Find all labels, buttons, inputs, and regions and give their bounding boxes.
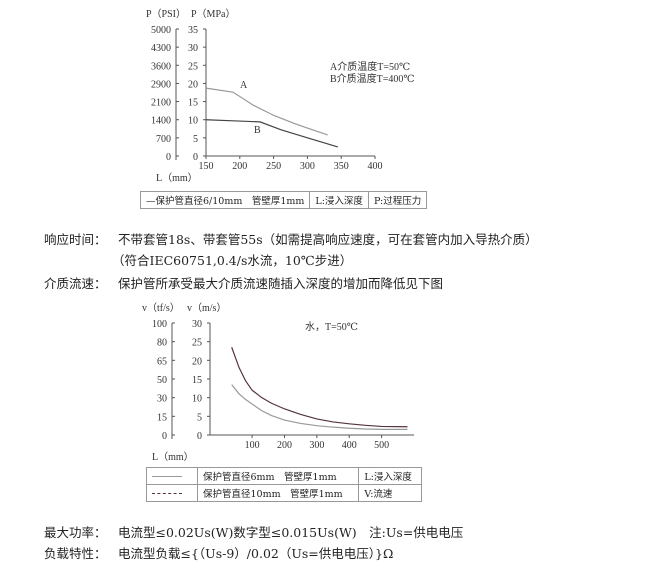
response-label: 响应时间： [44,232,107,247]
y-left-axis-title: P（PSI） [146,8,186,20]
y-left-tick-label: 30 [157,394,167,405]
x-axis-title: L（mm） [156,172,198,184]
y-axis-title: v（m/s） [187,302,226,314]
series-line [205,119,338,148]
flow-value: 保护管所承受最大介质流速随插入深度的增加而降低见下图 [118,276,444,291]
y-tick-label: 15 [188,98,198,109]
series-label-a: A [240,80,248,91]
y-axis-title: P（MPa） [191,8,235,20]
y-left-tick-label: 0 [162,431,167,442]
y-left-tick-label: 5000 [151,25,171,36]
legend-item: L:浸入深度 [309,191,369,209]
y-left-tick-label: 15 [157,412,167,423]
x-tick-label: 200 [232,161,247,172]
y-tick-label: 35 [188,25,198,36]
response-note: （符合IEC60751,0.4/s水流，10℃步进） [112,253,353,268]
legend-item: V:流速 [358,484,422,502]
power-value: 电流型≤0.02Us(W)数字型≤0.015Us(W) 注:Us=供电电压 [118,525,464,540]
y-tick-label: 20 [188,79,198,90]
response-value: 不带套管18s、带套管55s（如需提高响应速度，可在套管内加入导热介质） [118,232,538,247]
flow-label: 介质流速： [44,276,107,291]
x-tick-label: 100 [245,440,260,451]
y-tick-label: 25 [188,61,198,72]
y-left-tick-label: 50 [157,375,167,386]
x-tick-label: 150 [199,161,214,172]
flow-legend: 保护管直径6mm 管壁厚1mm L:浸入深度 保护管直径10mm 管壁厚1mm V:… [146,467,422,502]
y-left-tick-label: 1400 [151,116,171,127]
x-tick-label: 250 [266,161,281,172]
load-value: 电流型负载≤{（Us-9）/0.02（Us=供电电压）}Ω [118,546,394,561]
y-left-tick-label: 4300 [151,43,171,54]
pressure-chart: 150 200 250 300 350 400 0 0 5 700 10 1400 15 2100 20 29… [146,8,415,184]
legend-item: 保护管直径6mm 管壁厚1mm [196,467,360,485]
y-left-axis-title: v（tf/s） [142,302,180,314]
y-left-tick-label: 0 [166,152,171,163]
pressure-legend: —保护管直径6/10mm 管壁厚1mm L:浸入深度 P:过程压力 [139,191,428,209]
y-left-tick-label: 3600 [151,61,171,72]
series-line [205,87,328,136]
y-tick-label: 0 [193,152,198,163]
x-tick-label: 500 [374,440,389,451]
y-tick-label: 10 [192,394,202,405]
power-label: 最大功率： [44,525,107,540]
legend-item: P:过程压力 [367,191,428,209]
y-left-tick-label: 65 [157,356,167,367]
x-tick-label: 400 [342,440,357,451]
legend-item: —保护管直径6/10mm 管壁厚1mm [139,191,311,209]
annotation: B介质温度T=400℃ [330,72,415,85]
y-left-tick-label: 2100 [151,98,171,109]
annotation: 水，T=50℃ [305,321,358,333]
y-tick-label: 15 [192,375,202,386]
series-line [231,347,408,428]
y-tick-label: 5 [193,134,198,145]
y-tick-label: 25 [192,338,202,349]
y-left-tick-label: 100 [152,319,167,330]
series-line [231,384,408,430]
y-tick-label: 20 [192,356,202,367]
legend-item: L:浸入深度 [358,467,422,485]
y-left-tick-label: 80 [157,338,167,349]
y-tick-label: 30 [188,43,198,54]
y-left-tick-label: 2900 [151,79,171,90]
load-label: 负载特性： [44,546,107,561]
y-tick-label: 10 [188,116,198,127]
y-tick-label: 0 [197,431,202,442]
x-tick-label: 400 [368,161,383,172]
annotation: A介质温度T=50℃ [330,60,410,73]
y-tick-label: 30 [192,319,202,330]
x-tick-label: 200 [277,440,292,451]
x-tick-label: 300 [309,440,324,451]
legend-item: 保护管直径10mm 管壁厚1mm [196,484,360,502]
x-tick-label: 350 [334,161,349,172]
x-axis-title: L（mm） [152,451,194,463]
y-left-tick-label: 700 [156,134,171,145]
x-tick-label: 300 [300,161,315,172]
y-tick-label: 5 [197,412,202,423]
series-label-b: B [254,125,261,136]
